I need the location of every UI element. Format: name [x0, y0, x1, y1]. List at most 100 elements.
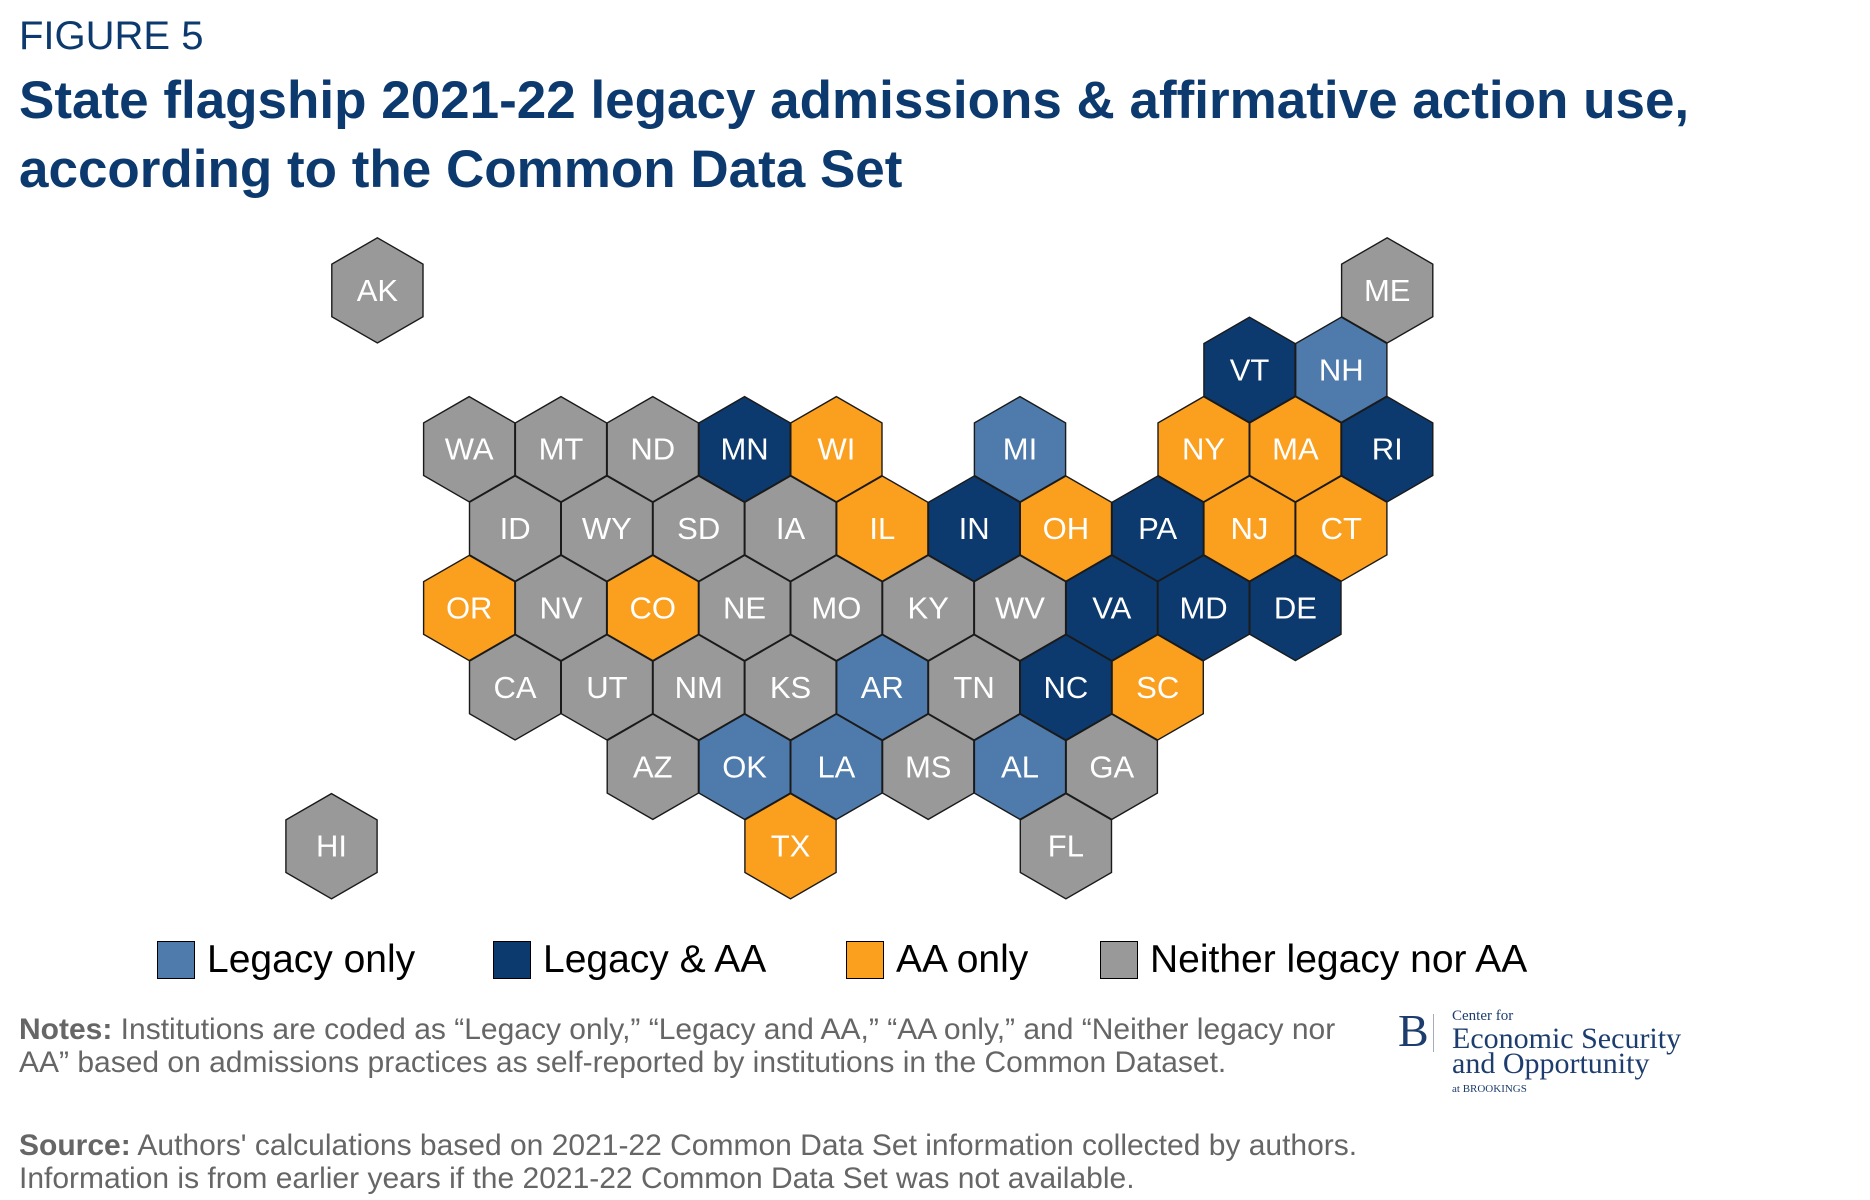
hex-shape: [1249, 554, 1342, 662]
logo-line-4: at BROOKINGS: [1452, 1083, 1527, 1095]
logo-letter: B: [1398, 1005, 1429, 1056]
state-label: CT: [1321, 511, 1362, 546]
legend-label: AA only: [896, 938, 1029, 981]
state-hex-sd: SD: [652, 475, 745, 583]
state-label: ND: [630, 432, 675, 467]
state-hex-nc: NC: [1019, 633, 1113, 741]
state-hex-wy: WY: [560, 475, 654, 583]
hex-shape: [1019, 792, 1113, 900]
source-text: Authors' calculations based on 2021-22 C…: [19, 1129, 1358, 1195]
state-hex-de: DE: [1249, 554, 1342, 662]
state-label: MI: [1003, 432, 1037, 467]
state-hex-ut: UT: [560, 633, 654, 741]
title-line-2: according to the Common Data Set: [19, 140, 903, 199]
state-hex-tn: TN: [927, 633, 1021, 741]
state-hex-ca: CA: [468, 633, 562, 741]
state-hex-ga: GA: [1065, 713, 1159, 821]
state-label: SC: [1136, 670, 1179, 705]
state-label: WY: [582, 511, 632, 546]
logo-line-2: Economic Security: [1452, 1022, 1682, 1055]
state-hex-ak: AK: [331, 236, 424, 344]
state-label: NH: [1319, 352, 1364, 387]
state-label: IL: [869, 511, 895, 546]
state-label: NJ: [1231, 511, 1269, 546]
hex-shape: [744, 792, 837, 900]
state-label: UT: [586, 670, 627, 705]
state-hex-in: IN: [927, 475, 1021, 583]
figure-label: FIGURE 5: [19, 14, 204, 58]
state-label: NV: [539, 591, 582, 626]
state-label: CA: [494, 670, 537, 705]
logo-line-3: and Opportunity: [1452, 1047, 1650, 1080]
state-label: KS: [770, 670, 811, 705]
state-label: HI: [316, 829, 347, 864]
legend-item-neither: Neither legacy nor AA: [1100, 938, 1527, 982]
legend-label: Neither legacy nor AA: [1150, 938, 1528, 981]
state-label: ID: [500, 511, 531, 546]
state-label: OR: [446, 591, 493, 626]
state-hex-ky: KY: [881, 554, 975, 662]
state-label: MS: [905, 749, 952, 784]
state-hex-fl: FL: [1019, 792, 1113, 900]
legend-swatch-legacy-only: [157, 941, 195, 979]
state-hex-me: ME: [1340, 236, 1434, 344]
state-label: WI: [817, 432, 855, 467]
legend-swatch-neither: [1100, 941, 1138, 979]
hex-shape: [331, 236, 424, 344]
legend-item-legacy-aa: Legacy & AA: [493, 938, 766, 982]
state-label: LA: [817, 749, 855, 784]
figure-title: State flagship 2021-22 legacy admissions…: [19, 66, 1689, 204]
state-label: OH: [1043, 511, 1090, 546]
state-label: NC: [1044, 670, 1089, 705]
state-hex-ny: NY: [1157, 395, 1250, 503]
notes: Notes: Institutions are coded as “Legacy…: [19, 1013, 1359, 1079]
state-label: CO: [630, 591, 677, 626]
legend-swatch-aa-only: [846, 941, 884, 979]
state-label: NE: [723, 591, 766, 626]
state-label: WV: [995, 591, 1045, 626]
state-hex-mo: MO: [790, 554, 883, 662]
state-hex-or: OR: [422, 554, 516, 662]
state-hex-la: LA: [790, 713, 883, 821]
state-hex-pa: PA: [1111, 475, 1205, 583]
state-hex-ms: MS: [881, 713, 975, 821]
state-label: GA: [1089, 749, 1134, 784]
state-label: AR: [861, 670, 904, 705]
state-label: NM: [675, 670, 723, 705]
source: Source: Authors' calculations based on 2…: [19, 1129, 1439, 1195]
state-label: ME: [1364, 273, 1411, 308]
notes-text: Institutions are coded as “Legacy only,”…: [19, 1013, 1336, 1079]
state-hex-va: VA: [1065, 554, 1159, 662]
state-hex-sc: SC: [1111, 633, 1205, 741]
legend-item-aa-only: AA only: [846, 938, 1028, 982]
legend-item-legacy-only: Legacy only: [157, 938, 415, 982]
logo-divider: [1433, 1014, 1434, 1052]
state-label: TN: [953, 670, 994, 705]
title-line-1: State flagship 2021-22 legacy admissions…: [19, 71, 1690, 130]
state-label: IA: [776, 511, 806, 546]
state-label: MT: [539, 432, 584, 467]
state-label: VA: [1092, 591, 1131, 626]
state-label: FL: [1048, 829, 1084, 864]
state-hex-hi: HI: [285, 792, 378, 900]
state-hex-ia: IA: [744, 475, 837, 583]
state-hex-mt: MT: [514, 395, 608, 503]
state-hex-ct: CT: [1294, 475, 1388, 583]
state-label: SD: [677, 511, 720, 546]
legend-swatch-legacy-aa: [493, 941, 531, 979]
state-label: KY: [908, 591, 949, 626]
state-label: TX: [771, 829, 811, 864]
state-label: DE: [1274, 591, 1317, 626]
state-label: AK: [357, 273, 399, 308]
state-label: OK: [722, 749, 767, 784]
state-label: AL: [1001, 749, 1039, 784]
state-label: NY: [1182, 432, 1225, 467]
hex-shape: [285, 792, 378, 900]
logo-line-1: Center for: [1452, 1008, 1514, 1024]
state-label: MD: [1179, 591, 1227, 626]
state-label: WA: [445, 432, 494, 467]
state-hex-al: AL: [973, 713, 1067, 821]
state-label: MN: [720, 432, 768, 467]
legend-label: Legacy only: [207, 938, 416, 981]
